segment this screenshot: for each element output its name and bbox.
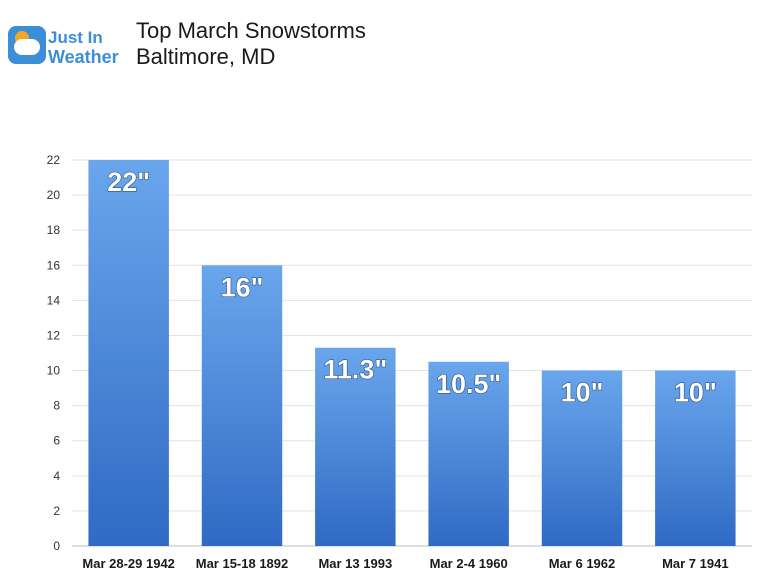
bar (541, 370, 623, 546)
bar-value-label: 11.3" (323, 355, 387, 385)
bar-value-label: 16" (221, 272, 264, 302)
x-category-label: Mar 15-18 1892 (196, 556, 289, 571)
y-tick-label: 6 (53, 434, 60, 448)
y-tick-label: 10 (47, 364, 61, 378)
y-axis-ticks: 0 2 4 6 8 10 12 14 16 18 20 22 (47, 153, 61, 553)
bar-value-label: 10" (674, 378, 717, 408)
y-tick-label: 12 (47, 328, 61, 342)
data-labels: 22" 16" 11.3" 10.5" 10" 10" (107, 167, 718, 409)
bar (88, 160, 169, 546)
chart-title: Top March Snowstorms (136, 18, 366, 43)
y-tick-label: 4 (53, 469, 60, 483)
chart-subtitle: Baltimore, MD (136, 44, 276, 69)
y-tick-label: 14 (47, 293, 61, 307)
x-category-label: Mar 7 1941 (662, 556, 729, 571)
gridlines (72, 159, 752, 547)
bar (315, 347, 396, 546)
bar (655, 370, 736, 546)
x-category-label: Mar 28-29 1942 (82, 556, 175, 571)
speech-tail-icon (22, 55, 30, 63)
x-axis-labels: Mar 28-29 1942 Mar 15-18 1892 Mar 13 1993 M… (82, 556, 728, 571)
bar (201, 265, 283, 546)
brand-logo: Just In Weather (8, 26, 126, 70)
y-tick-label: 8 (53, 399, 60, 413)
y-tick-label: 18 (47, 223, 61, 237)
x-category-label: Mar 2-4 1960 (430, 556, 508, 571)
x-category-label: Mar 6 1962 (549, 556, 616, 571)
weather-badge-icon (8, 26, 46, 64)
y-tick-label: 22 (47, 153, 61, 167)
bar-value-label: 22" (107, 167, 150, 197)
y-tick-label: 20 (47, 188, 61, 202)
bar (428, 361, 509, 546)
y-tick-label: 2 (53, 504, 60, 518)
y-tick-label: 0 (53, 539, 60, 553)
bars (88, 160, 736, 546)
bar-value-label: 10.5" (436, 369, 501, 399)
brand-name-line2: Weather (48, 47, 119, 67)
brand-name-line1: Just In (48, 28, 103, 47)
cloud-icon (14, 39, 40, 55)
x-category-label: Mar 13 1993 (318, 556, 392, 571)
y-tick-label: 16 (47, 258, 61, 272)
bar-value-label: 10" (561, 378, 604, 408)
